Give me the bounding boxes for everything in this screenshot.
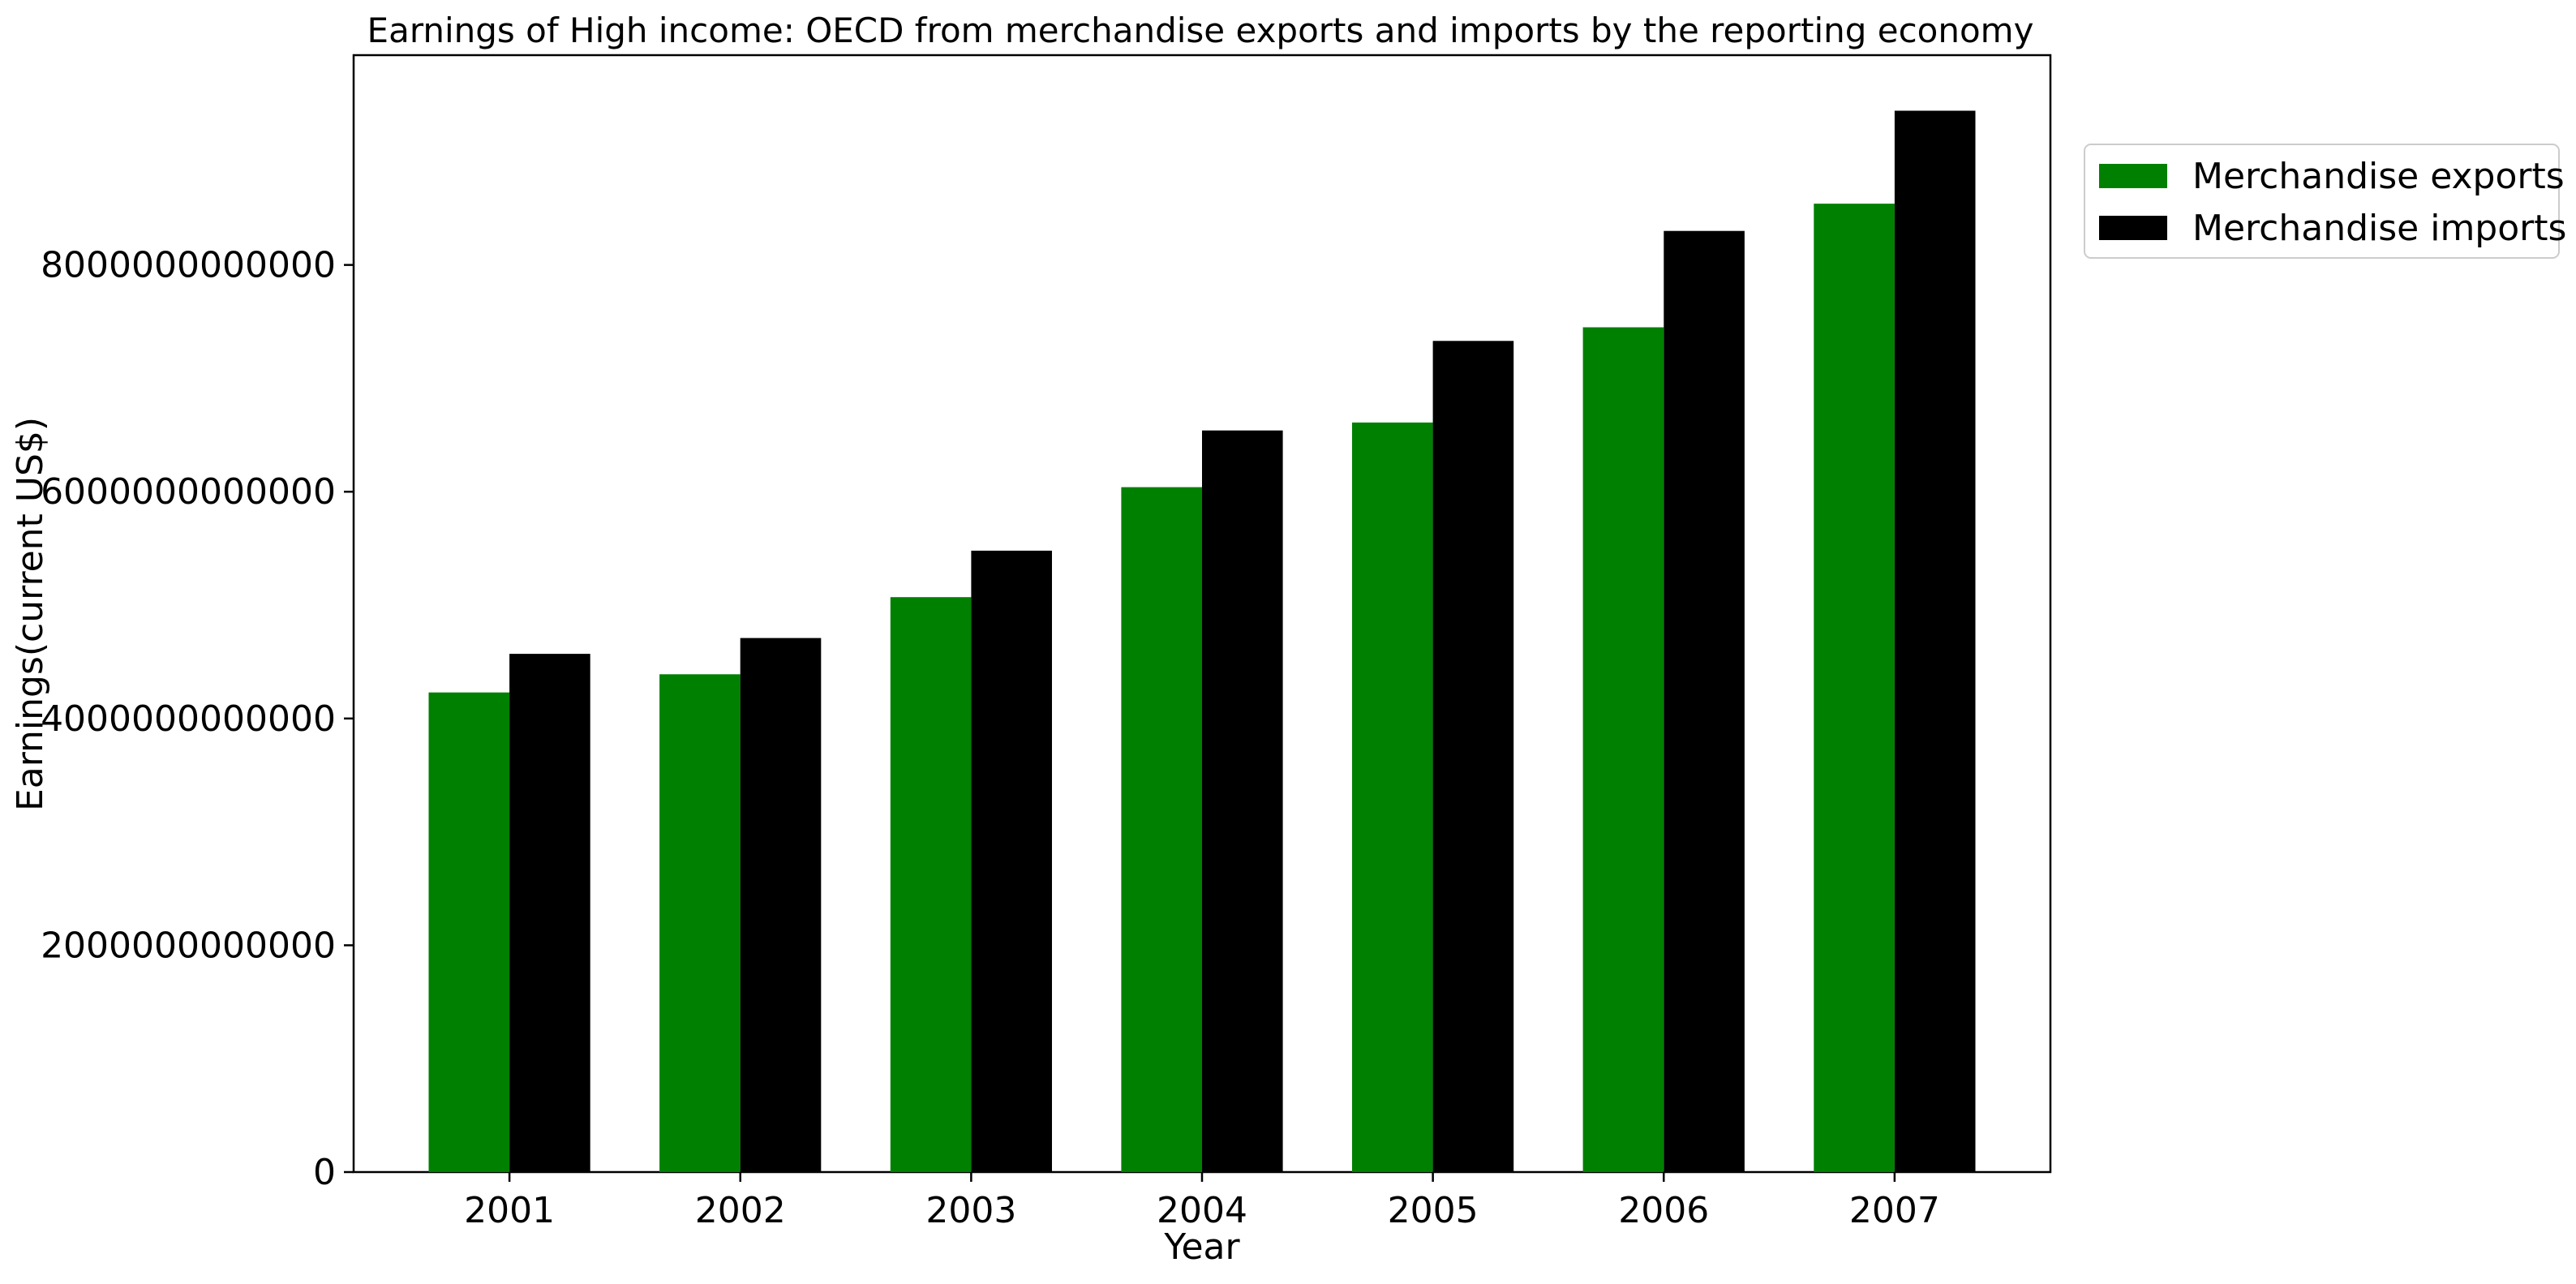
y-axis-ticks: 0 2000000000000 4000000000000 6000000000000… xyxy=(41,245,354,1193)
y-tick-label: 8000000000000 xyxy=(41,245,336,286)
bar-imports-2006 xyxy=(1664,230,1745,1173)
legend-swatch-exports xyxy=(2099,164,2167,188)
x-axis-label: Year xyxy=(1163,1226,1240,1268)
bar-imports-2002 xyxy=(740,638,822,1172)
y-tick-label: 6000000000000 xyxy=(41,471,336,513)
bars-layer xyxy=(428,110,1976,1173)
bar-exports-2005 xyxy=(1352,422,1433,1172)
legend-swatch-imports xyxy=(2099,216,2167,240)
x-tick-label: 2002 xyxy=(695,1190,786,1231)
bar-exports-2006 xyxy=(1582,327,1664,1172)
bar-exports-2001 xyxy=(428,692,510,1172)
bar-imports-2007 xyxy=(1894,110,1976,1172)
bar-exports-2003 xyxy=(890,597,972,1172)
bar-imports-2003 xyxy=(971,550,1052,1172)
legend-label-exports: Merchandise exports xyxy=(2192,156,2565,197)
chart-title: Earnings of High income: OECD from merch… xyxy=(367,11,2034,50)
x-tick-label: 2001 xyxy=(464,1190,555,1231)
bar-exports-2004 xyxy=(1121,487,1202,1172)
x-tick-label: 2004 xyxy=(1157,1190,1247,1231)
y-tick-label: 2000000000000 xyxy=(41,925,336,966)
bar-exports-2007 xyxy=(1814,204,1895,1173)
bar-exports-2002 xyxy=(659,674,741,1172)
y-tick-label: 4000000000000 xyxy=(41,698,336,740)
x-tick-label: 2007 xyxy=(1849,1190,1940,1231)
x-tick-label: 2006 xyxy=(1618,1190,1709,1231)
bar-imports-2004 xyxy=(1202,430,1283,1172)
legend-frame xyxy=(2084,144,2560,259)
y-axis-label: Earnings(current US$) xyxy=(10,417,51,811)
x-axis-ticks: 2001 2002 2003 2004 2005 2006 2007 xyxy=(464,1172,1940,1231)
x-tick-label: 2003 xyxy=(925,1190,1016,1231)
bar-imports-2001 xyxy=(509,654,590,1172)
legend: Merchandise exports Merchandise imports xyxy=(2084,144,2566,259)
legend-label-imports: Merchandise imports xyxy=(2192,208,2566,249)
y-tick-label: 0 xyxy=(313,1152,336,1193)
x-tick-label: 2005 xyxy=(1388,1190,1479,1231)
bar-imports-2005 xyxy=(1432,341,1514,1172)
